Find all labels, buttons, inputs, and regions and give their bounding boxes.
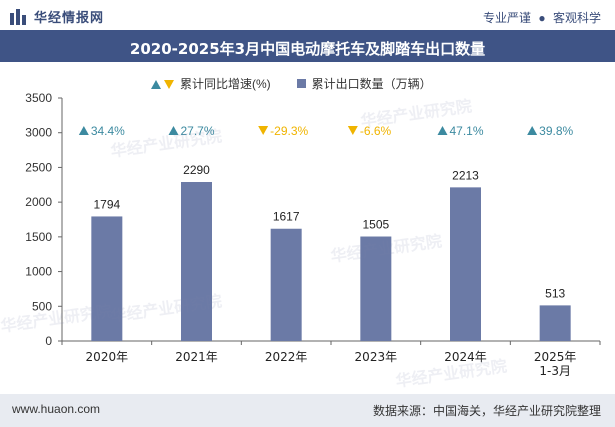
x-tick-label: 2020年 [86, 350, 129, 364]
y-tick-label: 3500 [25, 91, 52, 105]
bar-value-label: 2290 [183, 163, 210, 177]
growth-up-icon [168, 126, 179, 135]
growth-up-icon [437, 126, 448, 135]
growth-down-icon [258, 126, 269, 135]
x-tick-label: 2025年 1-3月 [534, 350, 577, 378]
y-tick-label: 2000 [25, 195, 52, 209]
legend-growth-label: 累计同比增速(%) [180, 77, 271, 91]
bar-value-label: 1794 [93, 197, 120, 211]
y-tick-label: 2500 [25, 160, 52, 174]
slogan: 专业严谨 ● 客观科学 [483, 9, 601, 26]
top-bar: 华经情报网 专业严谨 ● 客观科学 [0, 0, 615, 30]
growth-label: -29.3% [270, 124, 308, 138]
growth-up-icon [78, 126, 89, 135]
legend: 累计同比增速(%) 累计出口数量（万辆） [150, 75, 458, 92]
bar-value-label: 1617 [273, 210, 300, 224]
bar [181, 182, 212, 341]
y-tick-label: 1000 [25, 265, 52, 279]
y-tick-label: 0 [45, 334, 52, 348]
bar [360, 236, 392, 341]
bar [539, 305, 571, 341]
bar-value-label: 1505 [362, 218, 389, 232]
growth-down-icon [347, 126, 358, 135]
bar [450, 187, 481, 341]
y-tick-label: 3000 [25, 126, 52, 140]
brand-name: 华经情报网 [34, 10, 105, 25]
footer-website[interactable]: www.huaon.com [12, 402, 101, 416]
footer-source: 数据来源：中国海关，华经产业研究院整理 [372, 404, 601, 418]
legend-item-growth[interactable]: 累计同比增速(%) [150, 75, 271, 92]
legend-square-icon [296, 79, 306, 88]
growth-label: 27.7% [181, 124, 215, 138]
slogan-right: 客观科学 [552, 11, 601, 25]
legend-item-export[interactable]: 累计出口数量（万辆） [296, 75, 432, 92]
x-tick-label: 2022年 [265, 350, 308, 364]
slogan-left: 专业严谨 [483, 11, 532, 25]
brand-logo-icon [10, 8, 26, 25]
bar [270, 228, 302, 341]
footer [0, 394, 615, 427]
y-tick-label: 500 [32, 299, 52, 313]
bar-value-label: 2213 [452, 168, 479, 182]
x-tick-label: 2024年 [444, 350, 487, 364]
legend-export-label: 累计出口数量（万辆） [311, 77, 432, 91]
y-tick-label: 1500 [25, 230, 52, 244]
title-bar [0, 30, 615, 62]
brand[interactable]: 华经情报网 [10, 7, 104, 26]
growth-up-icon [527, 126, 538, 135]
bar-value-label: 513 [545, 286, 565, 300]
x-tick-label: 2021年 [175, 350, 218, 364]
growth-label: 47.1% [450, 124, 484, 138]
growth-label: 34.4% [91, 124, 125, 138]
growth-label: 39.8% [539, 124, 573, 138]
bar-chart: 0 500 1000 1500 2000 2500 3000 3500 1794 2020年 34.… [25, 91, 601, 378]
x-tick-label: 2023年 [355, 350, 398, 364]
chart-title: 2020-2025年3月中国电动摩托车及脚踏车出口数量 [129, 40, 486, 58]
legend-growth-icon [151, 79, 174, 89]
bar [91, 216, 123, 341]
slogan-dot-icon: ● [538, 11, 546, 25]
growth-label: -6.6% [360, 124, 392, 138]
